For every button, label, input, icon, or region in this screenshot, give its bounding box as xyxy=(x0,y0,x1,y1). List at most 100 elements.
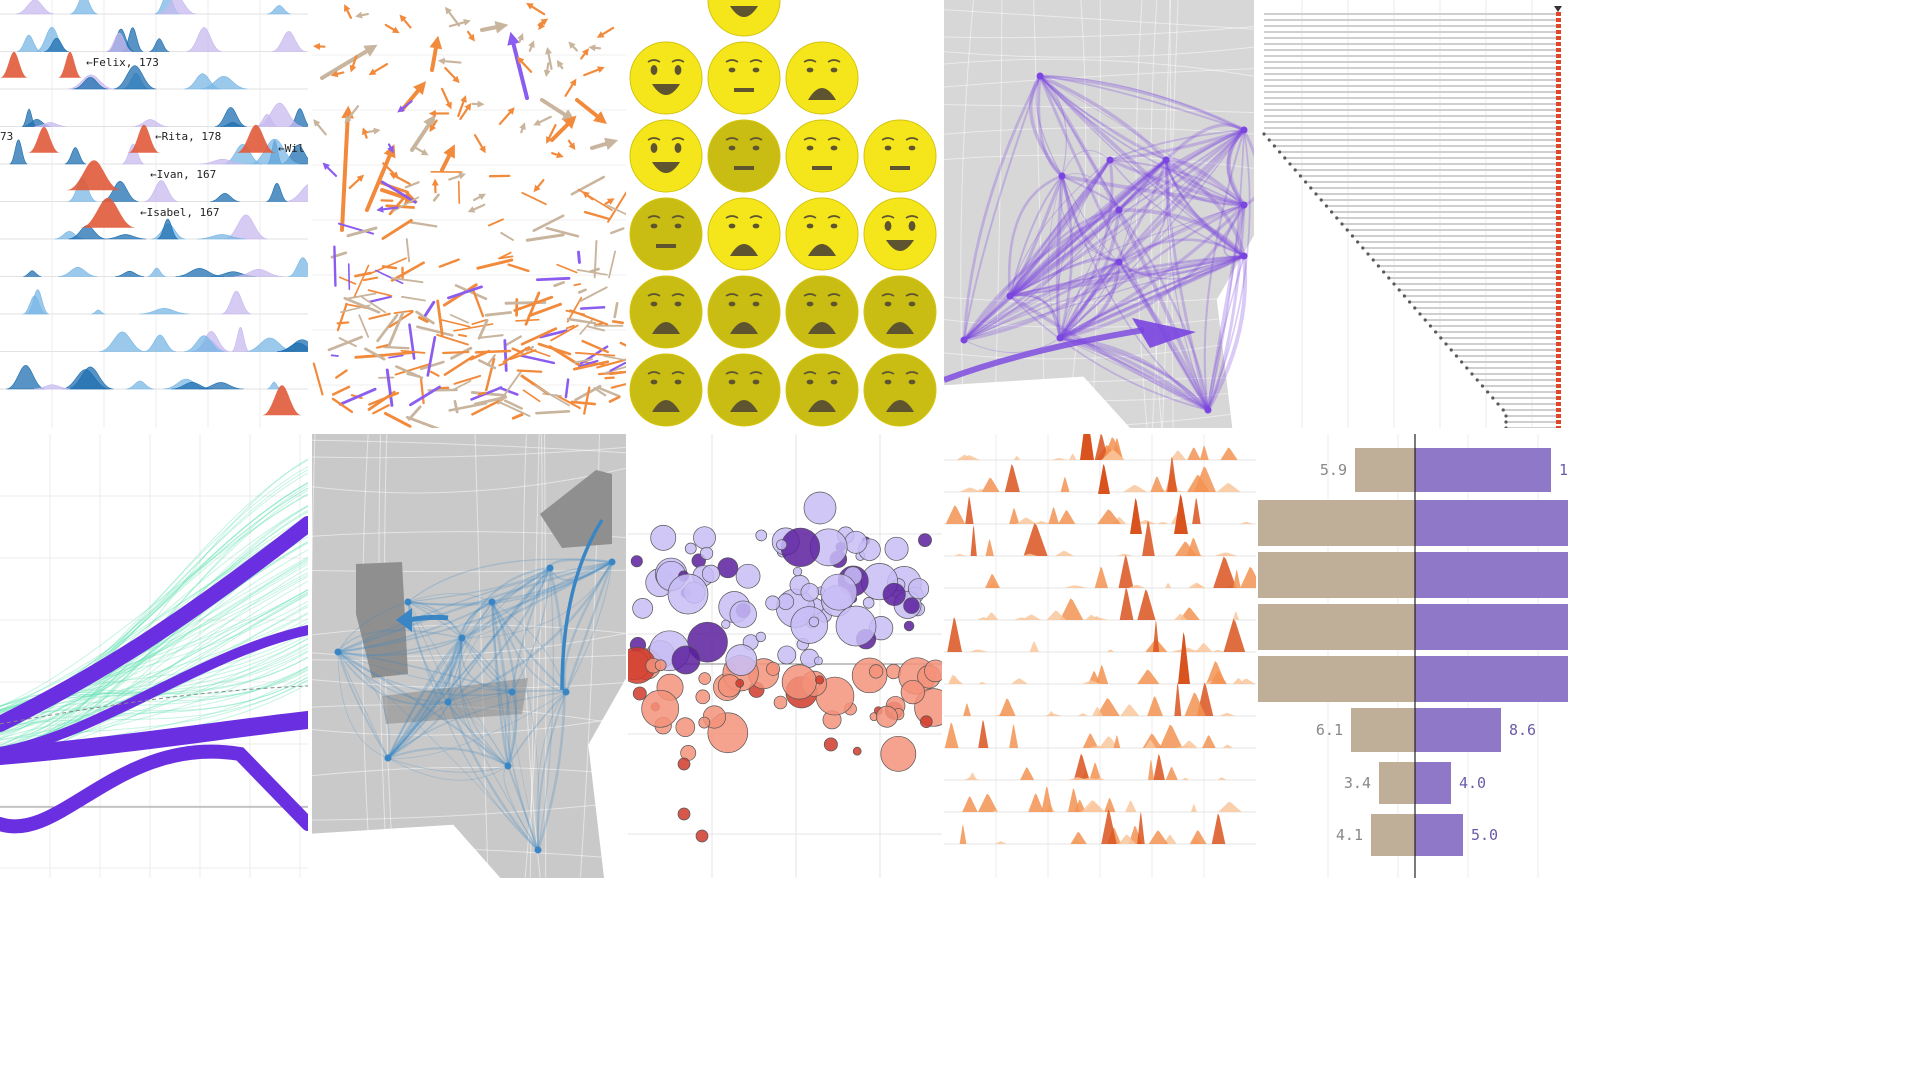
left-value: 4.1 xyxy=(1336,826,1363,844)
wind-vector xyxy=(390,261,425,282)
left-bar xyxy=(1379,762,1415,804)
right-value: 5.0 xyxy=(1471,826,1498,844)
wind-vector xyxy=(473,395,508,406)
line-bundle-svg xyxy=(0,434,308,878)
list-dot xyxy=(1444,342,1448,346)
wind-vector xyxy=(405,238,411,263)
panel-orange-ridgeline xyxy=(944,434,1256,878)
flow-arc xyxy=(1008,208,1120,297)
highlight-peak xyxy=(80,197,136,228)
wind-vector xyxy=(457,180,461,204)
state-border xyxy=(944,338,1254,360)
list-dot xyxy=(1423,318,1427,322)
ridge-spike xyxy=(1216,482,1241,492)
flow-arc xyxy=(337,651,389,759)
list-marker xyxy=(1556,276,1561,280)
ridge-spike xyxy=(1214,552,1238,556)
state-border xyxy=(944,295,1254,304)
right-bar xyxy=(1415,552,1568,598)
wind-vector xyxy=(607,190,626,223)
ridge-spike xyxy=(1152,620,1160,652)
left-bar xyxy=(1355,448,1415,492)
flow-arc xyxy=(1118,128,1245,212)
list-dot xyxy=(1272,144,1276,148)
major-flow xyxy=(944,327,1145,383)
ridge-spike xyxy=(985,573,1001,588)
list-dot xyxy=(1387,276,1391,280)
ridge-spike xyxy=(1098,464,1110,494)
wind-vector xyxy=(389,172,411,185)
series-line xyxy=(0,541,308,729)
state-border xyxy=(312,632,626,657)
flow-arc xyxy=(1055,175,1064,339)
highlight-state xyxy=(382,678,528,724)
data-bubble xyxy=(803,491,837,525)
ridge-spike xyxy=(1046,610,1067,620)
flow-arc xyxy=(387,691,513,759)
wind-vector xyxy=(439,318,471,328)
wind-vector xyxy=(567,139,576,151)
data-bubble xyxy=(868,664,884,679)
state-border xyxy=(944,410,1254,428)
ridge-spike xyxy=(1240,566,1256,588)
list-dot xyxy=(1345,228,1349,232)
ridge-spike xyxy=(959,455,980,460)
wind-vector xyxy=(588,44,602,52)
flow-arc xyxy=(536,691,567,851)
left-bar xyxy=(1258,500,1415,546)
list-marker xyxy=(1556,24,1561,28)
series-line xyxy=(0,576,308,727)
ridge-peak xyxy=(121,143,145,165)
list-dot xyxy=(1262,132,1266,136)
state-border xyxy=(944,154,1254,169)
ridge-peak xyxy=(255,113,279,127)
list-dot xyxy=(1428,324,1432,328)
wind-vector xyxy=(331,397,354,414)
wind-vector xyxy=(327,335,363,352)
flow-arc xyxy=(387,691,567,759)
wind-vector xyxy=(457,95,467,118)
list-marker xyxy=(1556,348,1561,352)
wind-vector xyxy=(519,354,556,365)
list-marker xyxy=(1556,372,1561,376)
wind-vector xyxy=(532,214,565,232)
ridge-peak xyxy=(101,181,139,202)
list-marker xyxy=(1556,204,1561,208)
flow-arc xyxy=(459,637,509,767)
ridge-spike xyxy=(1164,583,1172,588)
ridge-spike xyxy=(992,809,999,812)
wind-arrow xyxy=(410,114,436,152)
flow-arc xyxy=(387,637,464,759)
flow-arc xyxy=(1164,123,1245,162)
wind-vector xyxy=(432,193,440,202)
data-bubble xyxy=(773,695,788,710)
ridge-spike xyxy=(1125,800,1137,812)
flow-arc xyxy=(1009,159,1111,297)
flow-arc xyxy=(962,158,1167,342)
list-marker xyxy=(1556,318,1561,322)
wind-vector xyxy=(368,312,391,320)
data-bubble xyxy=(641,689,680,728)
face-disk xyxy=(863,353,937,427)
ridge-spike xyxy=(1101,809,1117,844)
data-bubble xyxy=(900,679,925,705)
highlight-peak xyxy=(262,385,302,416)
ridge-spike xyxy=(1096,698,1120,716)
state-border xyxy=(312,844,626,860)
list-dot xyxy=(1501,408,1505,412)
wind-vector xyxy=(564,78,577,97)
flow-hub xyxy=(508,688,516,696)
list-marker xyxy=(1556,288,1561,292)
list-dot xyxy=(1283,156,1287,160)
ridge-peak xyxy=(199,158,246,165)
ridge-spike xyxy=(1013,455,1021,460)
flow-arc xyxy=(962,75,1042,341)
face-disk xyxy=(863,197,937,271)
ridge-spike xyxy=(1020,767,1035,780)
flow-arc xyxy=(337,651,389,759)
highlight-peak xyxy=(128,124,160,153)
face-eye xyxy=(806,379,814,385)
ridge-spike xyxy=(1101,450,1126,460)
ridge-spike xyxy=(1032,521,1052,524)
series-line xyxy=(0,606,308,753)
